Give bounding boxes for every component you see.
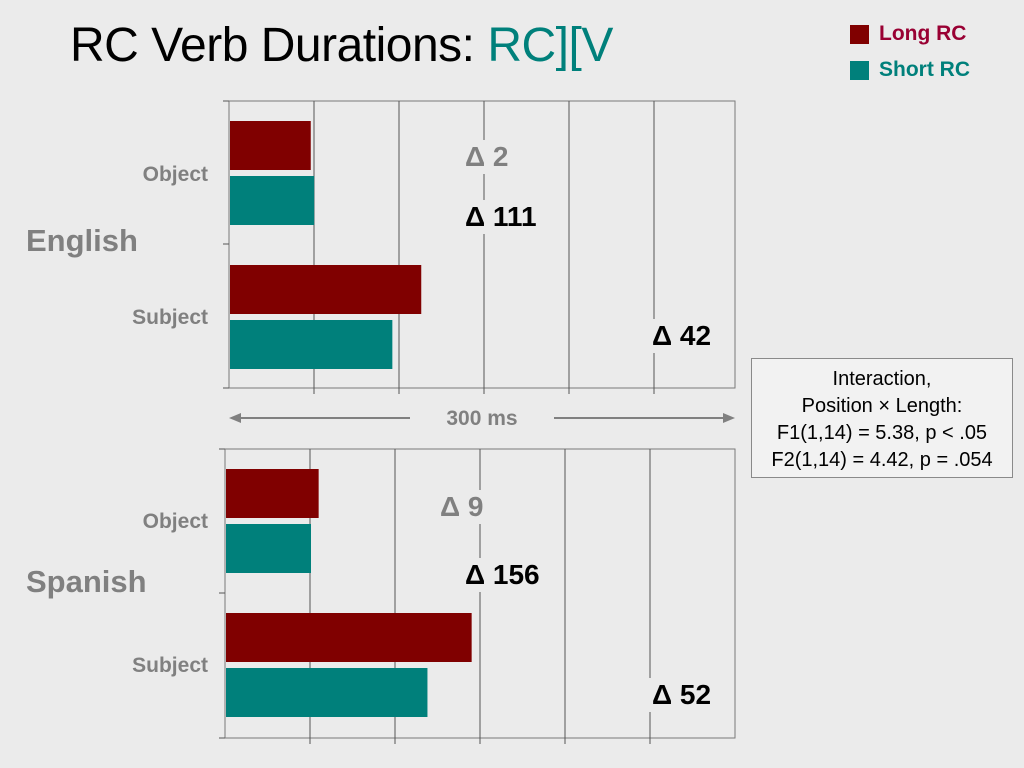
legend-item-long-rc: Long RC — [850, 16, 970, 52]
bar-english-subject-long-rc — [230, 265, 422, 314]
annotation-bg — [436, 490, 489, 524]
delta-annotation: Δ 156 — [465, 559, 540, 590]
bar-spanish-object-long-rc — [226, 469, 319, 518]
scale-arrow-right-head — [723, 413, 735, 423]
annotation-bg — [461, 200, 544, 234]
legend-swatch-long-rc — [850, 24, 869, 44]
bar-english-object-short-rc — [230, 176, 315, 225]
interaction-stats-box: Interaction, Position × Length: F1(1,14)… — [751, 358, 1013, 478]
bar-spanish-subject-short-rc — [226, 668, 428, 717]
legend-item-short-rc: Short RC — [850, 52, 970, 88]
slide-title: RC Verb Durations: RC][V — [70, 18, 613, 73]
legend-label-long-rc: Long RC — [879, 22, 967, 45]
annotation-bg — [461, 140, 514, 174]
delta-annotation: Δ 9 — [440, 491, 483, 522]
annotation-bg — [648, 319, 716, 353]
annotation-bg — [648, 678, 716, 712]
scale-arrow-left-head — [229, 413, 241, 423]
annotation-bg — [461, 558, 544, 592]
legend-swatch-short-rc — [850, 60, 869, 80]
stats-line: Interaction, — [832, 368, 932, 390]
delta-annotation: Δ 42 — [652, 320, 711, 351]
language-label-spanish: Spanish — [26, 564, 147, 599]
delta-annotation: Δ 111 — [465, 201, 537, 232]
stats-line: F1(1,14) = 5.38, p < .05 — [776, 422, 988, 444]
delta-annotation: Δ 2 — [465, 141, 508, 172]
legend: Long RC Short RC — [850, 16, 970, 88]
category-label-subject: Subject — [132, 654, 208, 677]
bar-spanish-subject-long-rc — [226, 613, 472, 662]
bar-english-object-long-rc — [230, 121, 311, 170]
stats-line: Position × Length: — [801, 395, 963, 417]
bar-spanish-object-short-rc — [226, 524, 311, 573]
category-label-object: Object — [143, 163, 208, 186]
title-accent: RC][V — [487, 19, 613, 72]
legend-label-short-rc: Short RC — [879, 58, 970, 81]
title-main: RC Verb Durations: — [70, 19, 488, 72]
delta-annotation: Δ 52 — [652, 679, 711, 710]
category-label-object: Object — [143, 510, 208, 533]
stats-line: F2(1,14) = 4.42, p = .054 — [771, 449, 993, 471]
language-label-english: English — [26, 223, 138, 258]
category-label-subject: Subject — [132, 306, 208, 329]
scale-label: 300 ms — [446, 407, 517, 430]
bar-english-subject-short-rc — [230, 320, 393, 369]
